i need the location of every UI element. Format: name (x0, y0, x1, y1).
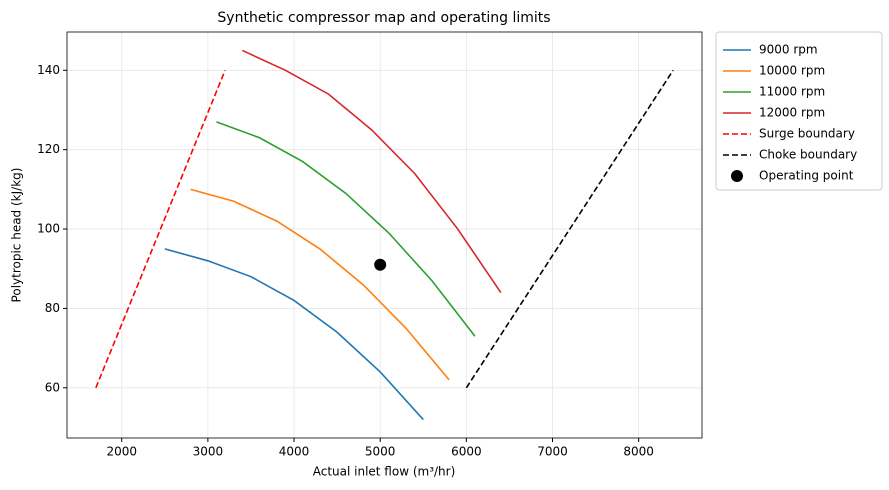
legend-label: Surge boundary (759, 127, 855, 141)
y-tick-label: 140 (37, 63, 60, 77)
series-line (216, 121, 476, 337)
legend-label: Choke boundary (759, 148, 857, 162)
legend-label: 12000 rpm (759, 106, 825, 120)
legend-label: Operating point (759, 169, 854, 183)
y-axis-label: Polytropic head (kJ/kg) (10, 168, 24, 303)
plot-frame (66, 31, 703, 439)
y-tick-label: 80 (45, 301, 60, 315)
series-line (190, 188, 450, 381)
x-axis-label: Actual inlet flow (m³/hr) (313, 465, 456, 479)
chart-title: Synthetic compressor map and operating l… (217, 10, 550, 26)
y-tick-label: 100 (37, 222, 60, 236)
y-tick-label: 60 (45, 380, 60, 394)
series-line (465, 69, 674, 389)
x-tick-label: 7000 (537, 445, 568, 459)
x-tick-label: 3000 (193, 445, 224, 459)
x-tick-label: 2000 (106, 445, 137, 459)
series-line (164, 248, 424, 421)
x-tick-label: 4000 (279, 445, 310, 459)
series-line (242, 49, 502, 293)
x-tick-label: 8000 (623, 445, 654, 459)
legend-label: 10000 rpm (759, 64, 825, 78)
legend-label: 9000 rpm (759, 43, 818, 57)
legend-label: 11000 rpm (759, 85, 825, 99)
legend-marker (731, 170, 743, 182)
y-tick-label: 120 (37, 142, 60, 156)
x-tick-label: 6000 (451, 445, 482, 459)
data-point (374, 258, 387, 271)
legend-box (715, 31, 883, 191)
series-line (95, 69, 226, 389)
x-tick-label: 5000 (365, 445, 396, 459)
